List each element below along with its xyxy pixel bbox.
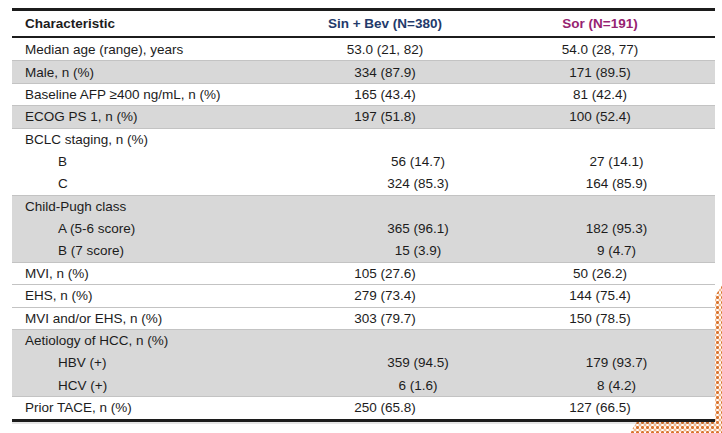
baseline-characteristics-table: Characteristic Sin + Bev (N=380) Sor (N=… <box>12 8 715 422</box>
row-label: A (5-6 score) <box>12 221 318 236</box>
sor-value: 27 (14.1) <box>518 154 715 169</box>
table-row: Median age (range), years 53.0 (21, 82) … <box>12 38 715 60</box>
table-row: ECOG PS 1, n (%) 197 (51.8) 100 (52.4) <box>12 105 715 127</box>
table-row: C 324 (85.3) 164 (85.9) <box>12 172 715 194</box>
column-header-sor: Sor (N=191) <box>485 16 715 31</box>
row-label: ECOG PS 1, n (%) <box>12 109 285 124</box>
row-label: Median age (range), years <box>12 42 285 57</box>
sor-value: 182 (95.3) <box>518 221 715 236</box>
table-row: HBV (+) 359 (94.5) 179 (93.7) <box>12 351 715 373</box>
row-label: Child-Pugh class <box>12 199 285 214</box>
row-label: MVI and/or EHS, n (%) <box>12 311 285 326</box>
column-header-characteristic: Characteristic <box>12 16 285 31</box>
row-label: Aetiology of HCC, n (%) <box>12 333 285 348</box>
row-label: B <box>12 154 318 169</box>
sin-bev-value: 279 (73.4) <box>285 288 485 303</box>
table-row: BCLC staging, n (%) <box>12 128 715 150</box>
table-row: A (5-6 score) 365 (96.1) 182 (95.3) <box>12 217 715 239</box>
sin-bev-value: 165 (43.4) <box>285 87 485 102</box>
sor-value: 50 (26.2) <box>485 266 715 281</box>
table-header-row: Characteristic Sin + Bev (N=380) Sor (N=… <box>12 11 715 38</box>
sor-value: 144 (75.4) <box>485 288 715 303</box>
sor-value: 8 (4.2) <box>518 378 715 393</box>
sin-bev-value: 6 (1.6) <box>318 378 518 393</box>
sin-bev-value: 359 (94.5) <box>318 355 518 370</box>
table-row: Aetiology of HCC, n (%) <box>12 329 715 351</box>
row-label: B (7 score) <box>12 243 318 258</box>
sor-value: 164 (85.9) <box>518 176 715 191</box>
sin-bev-value: 56 (14.7) <box>318 154 518 169</box>
sor-value: 127 (66.5) <box>485 400 715 415</box>
table-row: Baseline AFP ≥400 ng/mL, n (%) 165 (43.4… <box>12 83 715 105</box>
sin-bev-value: 324 (85.3) <box>318 176 518 191</box>
row-label: BCLC staging, n (%) <box>12 132 285 147</box>
table-row: Male, n (%) 334 (87.9) 171 (89.5) <box>12 60 715 82</box>
sor-value: 100 (52.4) <box>485 109 715 124</box>
table-row: Prior TACE, n (%) 250 (65.8) 127 (66.5) <box>12 396 715 418</box>
sin-bev-value: 303 (79.7) <box>285 311 485 326</box>
sor-value: 171 (89.5) <box>485 65 715 80</box>
row-label: C <box>12 176 318 191</box>
sin-bev-value: 15 (3.9) <box>318 243 518 258</box>
sor-value: 9 (4.7) <box>518 243 715 258</box>
sin-bev-value: 365 (96.1) <box>318 221 518 236</box>
sin-bev-value: 334 (87.9) <box>285 65 485 80</box>
table-row: MVI, n (%) 105 (27.6) 50 (26.2) <box>12 262 715 284</box>
row-label: MVI, n (%) <box>12 266 285 281</box>
row-label: HBV (+) <box>12 355 318 370</box>
column-header-sin-bev: Sin + Bev (N=380) <box>285 16 485 31</box>
table-row: B 56 (14.7) 27 (14.1) <box>12 150 715 172</box>
sin-bev-value: 250 (65.8) <box>285 400 485 415</box>
row-label: HCV (+) <box>12 378 318 393</box>
sor-value: 54.0 (28, 77) <box>485 42 715 57</box>
row-label: Baseline AFP ≥400 ng/mL, n (%) <box>12 87 285 102</box>
row-label: EHS, n (%) <box>12 288 285 303</box>
sor-value: 81 (42.4) <box>485 87 715 102</box>
table-row: B (7 score) 15 (3.9) 9 (4.7) <box>12 240 715 262</box>
table-row: HCV (+) 6 (1.6) 8 (4.2) <box>12 374 715 396</box>
row-label: Male, n (%) <box>12 65 285 80</box>
table-row: Child-Pugh class <box>12 195 715 217</box>
sin-bev-value: 197 (51.8) <box>285 109 485 124</box>
slide-canvas: Characteristic Sin + Bev (N=380) Sor (N=… <box>0 0 722 433</box>
table-row: MVI and/or EHS, n (%) 303 (79.7) 150 (78… <box>12 307 715 329</box>
table-row: EHS, n (%) 279 (73.4) 144 (75.4) <box>12 284 715 306</box>
sor-value: 179 (93.7) <box>518 355 715 370</box>
sin-bev-value: 53.0 (21, 82) <box>285 42 485 57</box>
row-label: Prior TACE, n (%) <box>12 400 285 415</box>
table-body: Median age (range), years 53.0 (21, 82) … <box>12 38 715 419</box>
sor-value: 150 (78.5) <box>485 311 715 326</box>
sin-bev-value: 105 (27.6) <box>285 266 485 281</box>
